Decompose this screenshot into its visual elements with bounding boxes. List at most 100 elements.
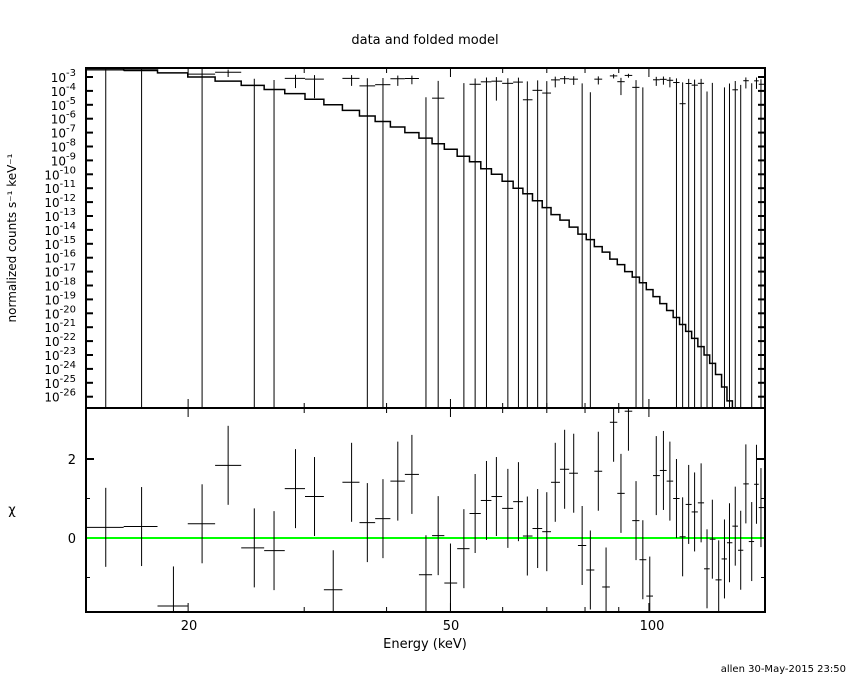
data-point — [342, 75, 360, 86]
y-tick-label: 10-16 — [44, 249, 76, 266]
model-histogram — [86, 68, 734, 408]
residual-point — [666, 441, 674, 521]
residual-point — [653, 436, 660, 516]
y-tick-label: 10-8 — [51, 138, 76, 155]
residual-point — [715, 540, 722, 612]
residual-point — [617, 453, 625, 533]
data-point — [594, 76, 603, 85]
residual-point — [551, 442, 560, 522]
residual-point — [264, 511, 285, 591]
data-point — [375, 77, 391, 408]
residual-point — [646, 556, 654, 612]
residual-point — [609, 408, 618, 462]
y-ticks-top: 10-310-410-510-610-710-810-910-1010-1110… — [44, 68, 765, 578]
data-point — [502, 78, 514, 408]
residual-point — [513, 462, 523, 542]
model-line — [86, 68, 734, 408]
data-point — [659, 76, 667, 85]
y-axis-label-top: normalized counts s⁻¹ keV⁻¹ — [5, 153, 19, 322]
x-ticks — [187, 68, 650, 612]
y-tick-label: 10-25 — [44, 374, 76, 391]
x-tick-label-20: 20 — [181, 619, 198, 634]
data-point — [480, 77, 492, 408]
residual-point — [404, 434, 419, 514]
data-point — [542, 81, 552, 408]
data-point — [404, 75, 419, 85]
data-point — [569, 76, 578, 85]
residual-points — [86, 408, 765, 612]
y-tick-label: 10-20 — [44, 304, 76, 321]
y-tick-label: 10-19 — [44, 290, 76, 307]
residual-point — [522, 496, 533, 576]
x-tick-label-100: 100 — [640, 619, 665, 634]
residual-point — [359, 483, 376, 563]
residual-point — [215, 425, 242, 505]
residual-point — [602, 547, 610, 612]
data-point — [123, 68, 158, 408]
residual-point — [737, 510, 744, 590]
y-tick-label: 10-4 — [51, 82, 76, 99]
y-tick-label: 10-18 — [44, 277, 76, 294]
residual-point — [659, 430, 667, 510]
residual-point — [685, 464, 692, 544]
data-point — [653, 76, 660, 86]
data-point — [551, 76, 560, 88]
data-point — [215, 69, 242, 77]
y-tick-label: 10-5 — [51, 96, 76, 113]
residual-point — [342, 442, 360, 522]
residual-point — [691, 472, 698, 552]
data-point — [685, 78, 692, 408]
y-tick-label-0: 0 — [68, 532, 76, 547]
data-point — [609, 74, 618, 79]
residual-point — [323, 550, 343, 612]
residual-point — [432, 496, 445, 576]
residual-point — [732, 486, 738, 566]
residual-point — [697, 463, 705, 543]
residual-point — [748, 502, 755, 582]
data-point — [390, 75, 405, 86]
footer-timestamp: allen 30-May-2015 23:50 — [721, 664, 846, 675]
data-point — [86, 68, 124, 408]
x-tick-label-50: 50 — [443, 619, 460, 634]
residual-point — [502, 468, 514, 548]
data-points — [86, 68, 765, 408]
data-point — [305, 75, 324, 99]
residual-point — [418, 535, 433, 612]
y-tick-label: 10-3 — [51, 68, 76, 85]
data-point — [732, 80, 738, 408]
residual-point — [390, 441, 405, 521]
residual-point — [86, 487, 124, 567]
y-tick-label-2: 2 — [68, 453, 76, 468]
residual-point — [469, 474, 481, 554]
data-point — [522, 81, 533, 408]
data-point — [632, 80, 640, 408]
y-tick-label: 10-21 — [44, 318, 76, 335]
data-point — [666, 77, 674, 88]
residual-point — [624, 408, 633, 451]
y-tick-label: 10-10 — [44, 165, 76, 182]
data-point — [691, 79, 698, 408]
residual-point — [559, 429, 570, 509]
data-point — [617, 77, 625, 96]
residual-point — [743, 444, 749, 524]
residual-point — [726, 503, 733, 583]
residual-point — [758, 468, 765, 548]
residual-point — [673, 459, 680, 538]
residual-point — [569, 433, 578, 513]
data-point — [491, 77, 503, 101]
data-point — [559, 76, 570, 84]
y-tick-label: 10-17 — [44, 263, 76, 280]
residual-point — [123, 487, 158, 567]
residual-point — [187, 484, 216, 564]
residual-point — [754, 444, 759, 524]
data-point — [469, 78, 481, 408]
data-point — [697, 78, 705, 408]
y-tick-label: 10-24 — [44, 360, 76, 377]
residual-point — [444, 543, 458, 612]
y-axis-label-chi: χ — [8, 503, 16, 518]
data-point — [758, 79, 765, 408]
residual-point — [457, 509, 470, 589]
data-point — [754, 77, 759, 89]
y-tick-label: 10-15 — [44, 235, 76, 252]
y-tick-label: 10-14 — [44, 221, 76, 238]
